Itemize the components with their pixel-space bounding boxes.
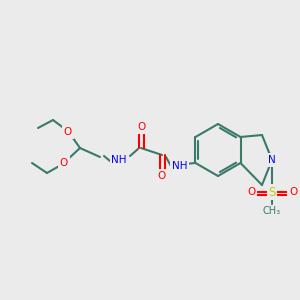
- Text: O: O: [289, 187, 297, 197]
- Text: NH: NH: [172, 161, 187, 171]
- Text: O: O: [247, 187, 255, 197]
- Text: CH₃: CH₃: [263, 206, 281, 216]
- Text: N: N: [268, 155, 276, 165]
- Text: NH: NH: [111, 155, 127, 165]
- Text: O: O: [158, 171, 166, 181]
- Text: O: O: [137, 122, 145, 132]
- Text: S: S: [268, 185, 276, 199]
- Text: O: O: [64, 127, 72, 137]
- Text: O: O: [60, 158, 68, 168]
